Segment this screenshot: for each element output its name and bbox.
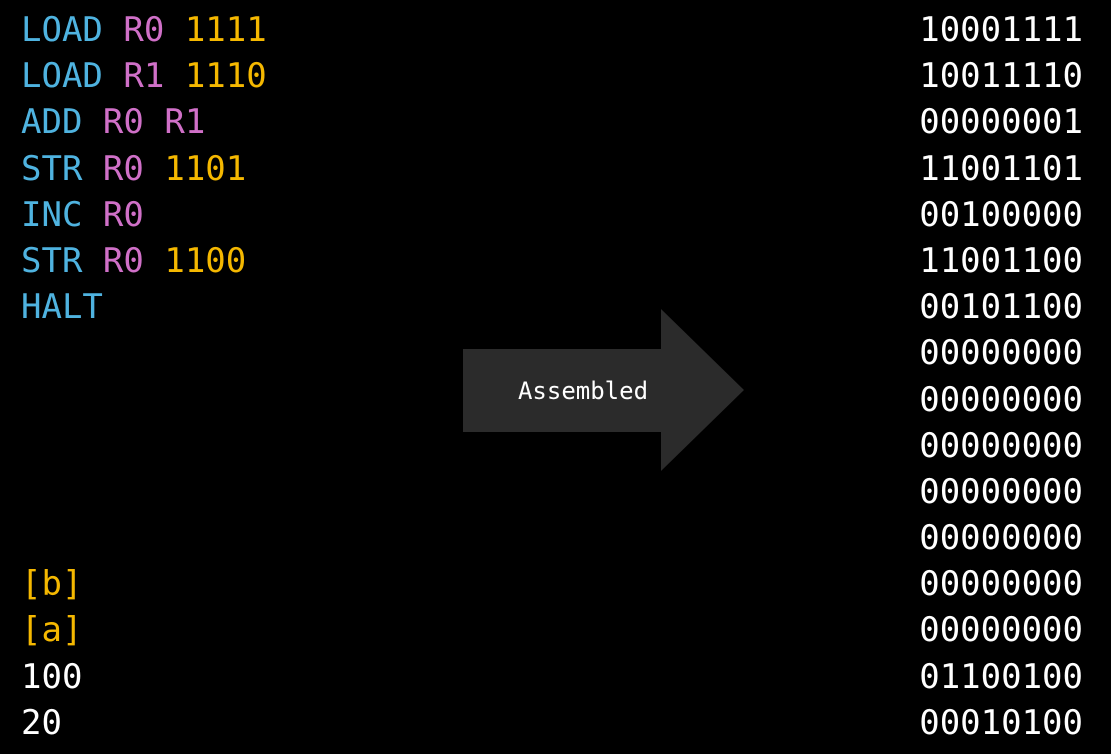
address-token: [a] [21, 610, 83, 651]
opcode-token: INC [21, 194, 83, 235]
assembly-line: STR R0 1100 [21, 238, 267, 284]
arrow-icon [463, 309, 744, 471]
assembly-line: [b] [21, 561, 267, 607]
machine-code-word: 00000001 [919, 102, 1083, 143]
assembly-line: HALT [21, 284, 267, 330]
register-token: R1 [123, 56, 165, 97]
address-token: 1100 [164, 240, 247, 281]
register-token: R0 [102, 102, 144, 143]
machine-code-word: 01100100 [919, 656, 1083, 697]
machine-code-word: 00101100 [919, 287, 1083, 328]
assembly-line: 20 [21, 700, 267, 746]
assembly-line: INC R0 [21, 192, 267, 238]
address-token: 1110 [184, 56, 267, 97]
arrow-label: Assembled [517, 376, 649, 405]
machine-code-listing: 10001111 10011110 00000001 11001101 00100000… [919, 7, 1083, 746]
opcode-token: ADD [21, 102, 83, 143]
value-token: 100 [21, 656, 83, 697]
opcode-token: LOAD [21, 56, 103, 97]
address-token: 1101 [164, 148, 247, 189]
register-token: R0 [102, 194, 144, 235]
assembly-line: LOAD R0 1111 [21, 7, 267, 53]
assembly-line: ADD R0 R1 [21, 99, 267, 145]
opcode-token: HALT [21, 287, 103, 328]
machine-code-word: 00100000 [919, 194, 1083, 235]
assembly-line: STR R0 1101 [21, 146, 267, 192]
machine-code-word: 00000000 [919, 610, 1083, 651]
opcode-token: STR [21, 148, 83, 189]
assembly-line [21, 330, 267, 376]
machine-code-word: 11001101 [919, 148, 1083, 189]
assembly-line [21, 469, 267, 515]
assembly-listing: LOAD R0 1111 LOAD R1 1110 ADD R0 R1 STR R0 … [21, 7, 267, 746]
assembly-line: LOAD R1 1110 [21, 53, 267, 99]
machine-code-word: 00010100 [919, 702, 1083, 743]
opcode-token: LOAD [21, 10, 103, 50]
value-token: 20 [21, 702, 62, 743]
machine-code-word: 00000000 [919, 425, 1083, 466]
address-token: [b] [21, 564, 83, 605]
machine-code-word: 10011110 [919, 56, 1083, 97]
machine-code-word: 00000000 [919, 564, 1083, 605]
register-token: R0 [102, 148, 144, 189]
register-token: R0 [123, 10, 165, 50]
assembly-line: [a] [21, 607, 267, 653]
register-token: R1 [164, 102, 206, 143]
machine-code-word: 00000000 [919, 333, 1083, 374]
assembly-line: 100 [21, 654, 267, 700]
machine-code-word: 00000000 [919, 518, 1083, 559]
machine-code-word: 00000000 [919, 379, 1083, 420]
address-token: 1111 [184, 10, 267, 50]
machine-code-word: 00000000 [919, 471, 1083, 512]
machine-code-word: 11001100 [919, 240, 1083, 281]
assembly-line [21, 515, 267, 561]
machine-code-word: 10001111 [919, 10, 1083, 50]
assembly-line [21, 377, 267, 423]
assembly-line [21, 423, 267, 469]
register-token: R0 [102, 240, 144, 281]
opcode-token: STR [21, 240, 83, 281]
